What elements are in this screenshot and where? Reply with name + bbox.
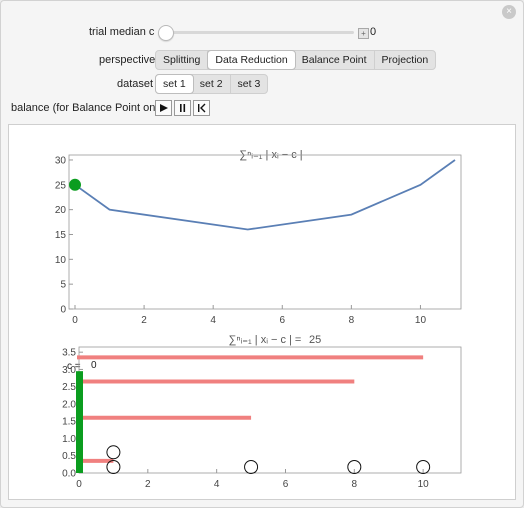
c-value: 0	[91, 360, 97, 371]
bottom-ytick-label-0: 0.0	[62, 469, 76, 480]
trial-median-slider-thumb[interactable]	[158, 25, 174, 41]
bottom-data-point-2	[347, 460, 362, 474]
bottom-ytick-label-1: 0.5	[62, 451, 76, 462]
bottom-xtick-label-1: 2	[145, 479, 151, 490]
trial-median-value: 0	[370, 26, 377, 38]
perspective-option-projection[interactable]: Projection	[381, 54, 429, 66]
top-xtick-label-0: 0	[72, 315, 78, 326]
top-xtick-label-2: 4	[210, 315, 216, 326]
top-ytick-label-5: 25	[55, 180, 67, 191]
bottom-data-point-0	[106, 460, 121, 474]
bottom-ytick-label-7: 3.5	[62, 348, 76, 359]
c-label: c =	[67, 361, 81, 372]
top-ytick-label-0: 0	[60, 305, 66, 316]
bottom-xtick-label-3: 6	[283, 479, 289, 490]
balance-controls	[155, 100, 212, 116]
bottom-xtick-label-4: 8	[352, 479, 358, 490]
bottom-ytick-label-3: 1.5	[62, 417, 76, 428]
top-xtick-label-3: 6	[279, 315, 285, 326]
step-back-button[interactable]	[193, 100, 210, 116]
data-reduction-bar-chart: ∑ⁿᵢ₌₁ | xᵢ − c | = 25 c = 0 0.0 0.5 1.0 1.5…	[62, 334, 462, 490]
perspective-option-splitting[interactable]: Splitting	[156, 51, 209, 69]
bottom-xtick-label-0: 0	[76, 479, 82, 490]
bottom-ytick-label-5: 2.5	[62, 382, 76, 393]
close-icon[interactable]: ×	[502, 5, 516, 19]
bottom-data-point-1	[244, 460, 259, 474]
expand-plus-icon[interactable]: +	[358, 28, 369, 39]
dataset-option-set-1[interactable]: set 1	[155, 74, 194, 94]
play-icon	[160, 104, 168, 112]
top-series-line	[74, 159, 456, 231]
top-xtick-label-5: 10	[415, 315, 427, 326]
bottom-chart-title-value: 25	[309, 334, 321, 346]
perspective-label: perspective	[99, 54, 156, 66]
play-button[interactable]	[155, 100, 172, 116]
bottom-chart-title: ∑ⁿᵢ₌₁ | xᵢ − c | =	[229, 334, 302, 346]
perspective-option-data-reduction[interactable]: Data Reduction	[207, 50, 296, 70]
dataset-selector: set 1 set 2 set 3	[155, 74, 269, 94]
dataset-option-set-2[interactable]: set 2	[193, 75, 231, 93]
step-back-icon	[198, 103, 206, 113]
bottom-xtick-label-5: 10	[418, 479, 430, 490]
bottom-xtick-label-2: 4	[214, 479, 220, 490]
bottom-data-point-extra	[106, 445, 121, 460]
perspective-option-balance-point[interactable]: Balance Point	[295, 51, 375, 69]
dataset-label: dataset	[117, 78, 154, 90]
top-ytick-label-1: 5	[60, 280, 66, 291]
plot-panel: ∑ⁿᵢ₌₁ | xᵢ − c | 0 5 10 15 20 25 30 0 2 4 6 8 10 ∑ⁿᵢ…	[8, 124, 516, 500]
pause-button[interactable]	[174, 100, 191, 116]
bottom-ytick-label-4: 2.0	[62, 399, 76, 410]
top-ytick-label-4: 20	[55, 205, 67, 216]
top-xtick-label-4: 8	[349, 315, 355, 326]
bottom-ytick-label-6: 3.0	[62, 365, 76, 376]
bottom-data-point-3	[416, 460, 431, 474]
top-ytick-label-6: 30	[55, 155, 67, 166]
top-xtick-label-1: 2	[141, 315, 147, 326]
top-ytick-label-2: 10	[55, 255, 67, 266]
bottom-plot-frame	[78, 346, 462, 474]
trial-median-label: trial median c	[89, 26, 155, 38]
bottom-median-bar	[76, 371, 83, 473]
bottom-ytick-label-2: 1.0	[62, 434, 76, 445]
balance-label: balance (for Balance Point only)	[11, 102, 167, 114]
top-current-point	[69, 178, 81, 191]
trial-median-slider-track[interactable]	[168, 31, 354, 34]
perspective-selector: Splitting Data Reduction Balance Point P…	[155, 50, 437, 70]
top-plot-frame	[68, 154, 462, 310]
dataset-option-set-3[interactable]: set 3	[237, 78, 261, 90]
top-ytick-label-3: 15	[55, 230, 67, 241]
pause-icon	[180, 104, 186, 112]
